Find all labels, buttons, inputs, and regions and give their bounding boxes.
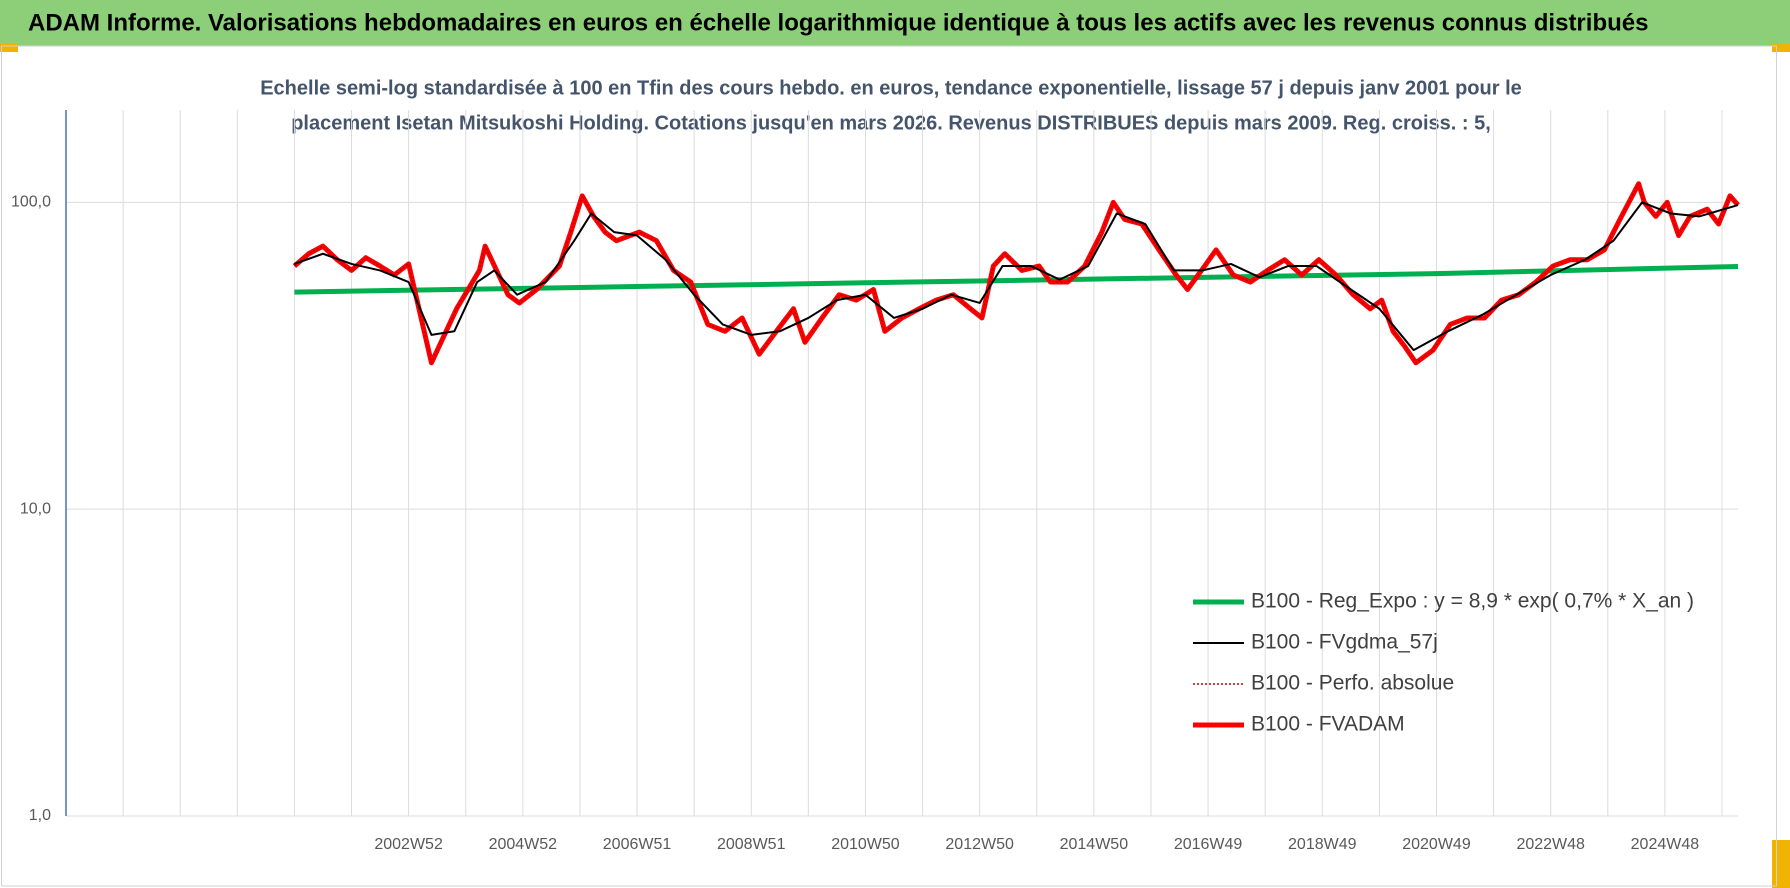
x-tick-label: 2012W50 (945, 836, 1014, 853)
x-tick-label: 2016W49 (1174, 836, 1243, 853)
x-tick-label: 2002W52 (374, 836, 443, 853)
chart-frame (1, 45, 1777, 887)
y-tick-label: 1,0 (29, 807, 51, 824)
y-tick-label: 100,0 (11, 194, 51, 211)
header-bar (0, 0, 1790, 46)
y-tick-label: 10,0 (20, 500, 51, 517)
header-title: ADAM Informe. Valorisations hebdomadaire… (28, 9, 1648, 36)
corner-mark (1772, 44, 1790, 52)
legend-label: B100 - FVADAM (1251, 713, 1405, 736)
x-tick-label: 2008W51 (717, 836, 786, 853)
legend-label: B100 - Perfo. absolue (1251, 672, 1454, 695)
legend-label: B100 - Reg_Expo : y = 8,9 * exp( 0,7% * … (1251, 590, 1694, 613)
x-tick-label: 2006W51 (603, 836, 672, 853)
corner-mark (0, 44, 18, 52)
x-tick-label: 2020W49 (1402, 836, 1471, 853)
x-tick-label: 2022W48 (1516, 836, 1585, 853)
corner-mark (1772, 840, 1790, 888)
series-line (294, 201, 1739, 352)
x-tick-label: 2014W50 (1060, 836, 1129, 853)
x-tick-label: 2010W50 (831, 836, 900, 853)
legend-label: B100 - FVgdma_57j (1251, 631, 1438, 654)
chart-title: placement Isetan Mitsukoshi Holding. Cot… (291, 112, 1491, 134)
x-tick-label: 2004W52 (489, 836, 558, 853)
x-tick-label: 2024W48 (1631, 836, 1700, 853)
x-tick-label: 2018W49 (1288, 836, 1357, 853)
chart-title: Echelle semi-log standardisée à 100 en T… (260, 77, 1522, 99)
